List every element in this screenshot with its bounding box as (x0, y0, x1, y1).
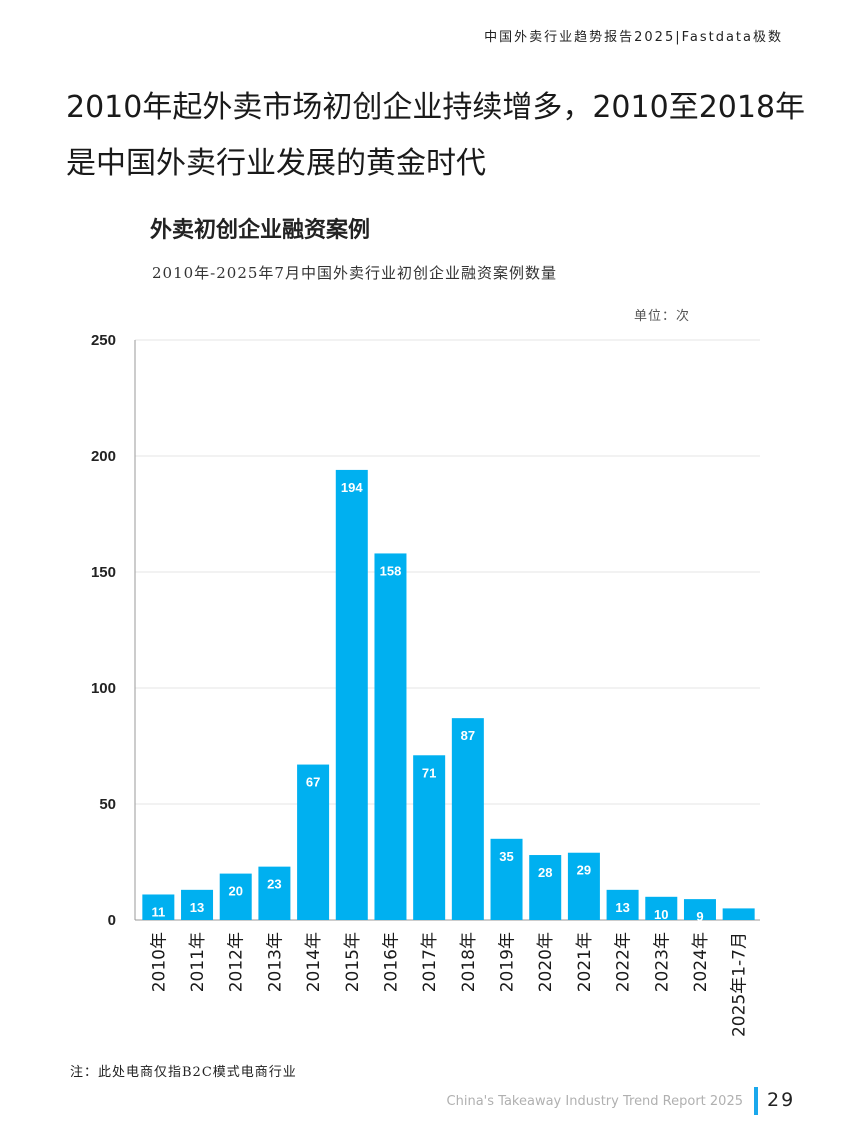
bar (219, 873, 252, 920)
data-label: 158 (380, 563, 402, 578)
chart-subtitle: 2010年-2025年7月中国外卖行业初创企业融资案例数量 (152, 264, 557, 282)
x-tick-label: 2021年 (575, 932, 595, 992)
chart-unit: 单位：次 (634, 309, 691, 324)
x-tick-label: 2020年 (536, 932, 556, 992)
bar (645, 896, 678, 920)
bar (606, 889, 639, 920)
x-tick-label: 2014年 (304, 932, 324, 992)
data-label: 23 (267, 877, 281, 892)
page-title: 2010年起外卖市场初创企业持续增多，2010至2018年是中国外卖行业发展的黄… (66, 90, 806, 181)
bar (258, 866, 291, 920)
x-tick-label: 2025年1-7月 (730, 932, 750, 1037)
footer-accent-bar (754, 1087, 758, 1115)
x-tick-label: 2023年 (652, 932, 672, 992)
data-label: 9 (696, 909, 703, 924)
data-label: 11 (151, 904, 165, 919)
bar (142, 894, 175, 920)
bar (181, 889, 214, 920)
data-label: 87 (461, 728, 475, 743)
bar (413, 755, 446, 920)
bar (451, 718, 484, 920)
chart-title: 外卖初创企业融资案例 (150, 218, 371, 243)
bar (567, 852, 600, 920)
footnote: 注：此处电商仅指B2C模式电商行业 (70, 1065, 297, 1080)
y-tick-label: 150 (91, 564, 116, 581)
y-tick-label: 100 (91, 680, 116, 697)
bar (529, 855, 562, 920)
x-tick-label: 2015年 (343, 932, 363, 992)
bar (490, 838, 523, 920)
page-number: 29 (767, 1089, 796, 1111)
data-label: 13 (190, 900, 204, 915)
bar (374, 553, 407, 920)
y-tick-label: 50 (99, 796, 116, 813)
x-tick-label: 2022年 (614, 932, 634, 992)
x-tick-label: 2012年 (227, 932, 247, 992)
data-label: 35 (499, 849, 513, 864)
data-label: 71 (422, 765, 436, 780)
bar (335, 469, 368, 920)
data-label: 194 (341, 480, 363, 495)
bar (683, 899, 716, 920)
data-label: 20 (228, 884, 242, 899)
y-tick-label: 250 (91, 332, 116, 349)
data-label: 10 (654, 907, 668, 922)
bar (297, 764, 330, 920)
data-label: 29 (577, 863, 591, 878)
y-tick-label: 200 (91, 448, 116, 465)
x-tick-label: 2017年 (420, 932, 440, 992)
x-tick-label: 2016年 (381, 932, 401, 992)
x-tick-label: 2024年 (691, 932, 711, 992)
x-tick-label: 2010年 (149, 932, 169, 992)
y-tick-label: 0 (108, 912, 116, 929)
bar (722, 908, 755, 920)
x-tick-label: 2018年 (459, 932, 479, 992)
x-tick-label: 2011年 (188, 932, 208, 992)
footer-report-name: China's Takeaway Industry Trend Report 2… (446, 1094, 743, 1109)
data-label: 67 (306, 775, 320, 790)
data-label: 28 (538, 865, 552, 880)
data-label: 13 (615, 900, 629, 915)
x-tick-label: 2013年 (265, 932, 285, 992)
report-header: 中国外卖行业趋势报告2025|Fastdata极数 (484, 30, 783, 45)
x-tick-label: 2019年 (498, 932, 518, 992)
